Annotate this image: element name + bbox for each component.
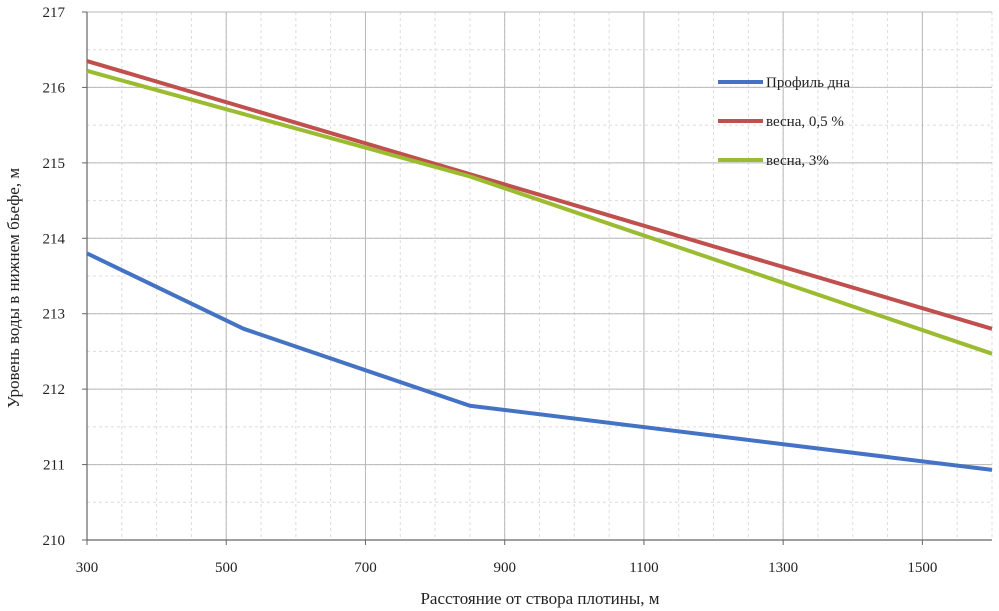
y-axis-title: Уровень воды в нижнем бьефе, м [4,168,23,408]
y-tick-labels: 210 211 212 213 214 215 216 217 [43,5,66,549]
legend-label-3: весна, 3% [766,153,829,169]
x-tick-label: 1500 [907,560,937,576]
legend: Профиль дна весна, 0,5 % весна, 3% [718,75,850,169]
x-tick-label: 700 [354,560,377,576]
series-line-3 [86,68,993,356]
y-tick-label: 217 [43,5,66,21]
x-tick-label: 1100 [629,560,658,576]
legend-label-1: Профиль дна [766,75,850,91]
y-tick-label: 214 [43,231,66,247]
x-tick-labels: 300 500 700 900 1100 1300 1500 [76,560,938,576]
axes [82,11,992,545]
y-tick-label: 215 [43,156,66,172]
y-tick-label: 212 [43,382,66,398]
x-tick-label: 1300 [768,560,798,576]
legend-label-2: весна, 0,5 % [766,114,844,130]
series-lines [86,59,993,472]
y-tick-label: 210 [43,533,66,549]
y-tick-label: 211 [43,458,65,474]
x-tick-label: 500 [215,560,238,576]
series-line-1 [86,251,993,472]
x-tick-label: 300 [76,560,99,576]
series-line-2 [86,59,993,331]
y-tick-label: 216 [43,80,66,96]
minor-gridlines [86,11,993,541]
y-tick-label: 213 [43,307,66,323]
x-tick-label: 900 [493,560,516,576]
x-axis-title: Расстояние от створа плотины, м [420,589,659,608]
